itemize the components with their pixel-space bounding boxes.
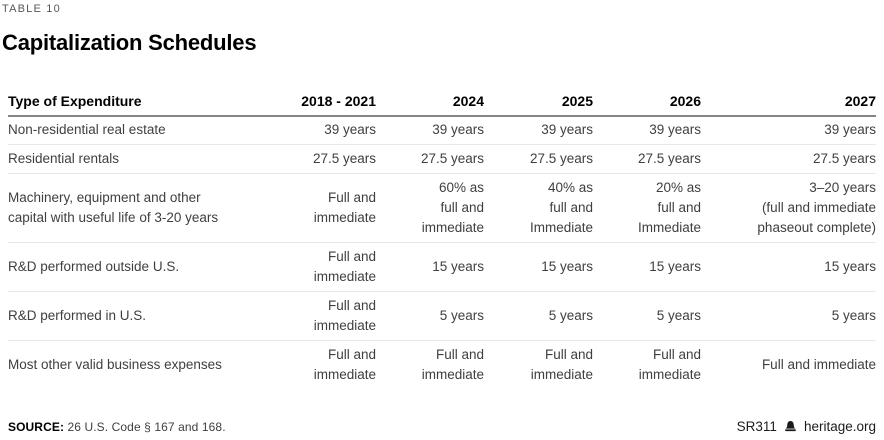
value-cell: 27.5 years bbox=[484, 144, 593, 174]
table-header: Type of Expenditure 2018 - 2021 2024 202… bbox=[8, 86, 876, 117]
report-id: SR311 bbox=[736, 419, 777, 434]
header-row: Type of Expenditure 2018 - 2021 2024 202… bbox=[8, 86, 876, 117]
branding: SR311 heritage.org bbox=[737, 419, 876, 434]
site-text: heritage.org bbox=[803, 419, 876, 434]
table-number-label: TABLE 10 bbox=[2, 3, 61, 15]
column-header-2027: 2027 bbox=[701, 86, 876, 117]
expenditure-cell: Machinery, equipment and other capital w… bbox=[8, 173, 268, 243]
value-cell: Full and immediate bbox=[638, 346, 701, 382]
expenditure-cell: R&D performed outside U.S. bbox=[8, 242, 268, 292]
value-cell: Full and immediate bbox=[313, 346, 376, 382]
source-text: 26 U.S. Code § 167 and 168. bbox=[64, 419, 226, 434]
value-cell: 39 years bbox=[484, 116, 593, 145]
source-note: SOURCE: 26 U.S. Code § 167 and 168. bbox=[8, 420, 226, 434]
value-cell: 3–20 years (full and immediate phaseout … bbox=[701, 173, 876, 243]
table-row: Machinery, equipment and other capital w… bbox=[8, 173, 876, 243]
table-row: Residential rentals 27.5 years 27.5 year… bbox=[8, 144, 876, 174]
value-cell: 15 years bbox=[376, 242, 484, 292]
value-cell: 40% as full and Immediate bbox=[484, 173, 593, 243]
value-cell: 27.5 years bbox=[593, 144, 701, 174]
expenditure-cell: R&D performed in U.S. bbox=[8, 291, 268, 341]
value-cell: Full and immediate bbox=[421, 346, 484, 382]
value-cell: Full and immediate bbox=[530, 346, 593, 382]
table-row: Non-residential real estate 39 years 39 … bbox=[8, 116, 876, 145]
value-cell: Full and immediate bbox=[268, 291, 376, 341]
value-cell: 5 years bbox=[376, 291, 484, 341]
page-title: Capitalization Schedules bbox=[2, 30, 257, 55]
capitalization-table: Type of Expenditure 2018 - 2021 2024 202… bbox=[8, 86, 876, 389]
value-cell: Full and immediate bbox=[761, 356, 876, 372]
figure-footer: SOURCE: 26 U.S. Code § 167 and 168. SR31… bbox=[8, 419, 876, 434]
value-cell: 27.5 years bbox=[701, 144, 876, 174]
value-cell: 27.5 years bbox=[376, 144, 484, 174]
value-cell: 39 years bbox=[593, 116, 701, 145]
value-cell: 60% as full and immediate bbox=[376, 173, 484, 243]
value-cell: 20% as full and Immediate bbox=[593, 173, 701, 243]
table-row: Most other valid business expenses Full … bbox=[8, 340, 876, 389]
value-cell: 39 years bbox=[268, 116, 376, 145]
value-cell: Full and immediate bbox=[268, 242, 376, 292]
expenditure-cell: Most other valid business expenses bbox=[8, 356, 222, 372]
table-row: R&D performed outside U.S. Full and imme… bbox=[8, 242, 876, 292]
source-label: SOURCE: bbox=[8, 419, 65, 434]
expenditure-cell: Residential rentals bbox=[8, 144, 268, 174]
expenditure-cell: Non-residential real estate bbox=[8, 116, 268, 145]
column-header-2018-2021: 2018 - 2021 bbox=[268, 86, 376, 117]
liberty-bell-icon bbox=[783, 419, 798, 434]
value-cell: 5 years bbox=[484, 291, 593, 341]
value-cell: Full and immediate bbox=[268, 173, 376, 243]
value-cell: 15 years bbox=[701, 242, 876, 292]
column-header-2024: 2024 bbox=[376, 86, 484, 117]
column-header-2026: 2026 bbox=[593, 86, 701, 117]
table-row: R&D performed in U.S. Full and immediate… bbox=[8, 291, 876, 341]
value-cell: 27.5 years bbox=[268, 144, 376, 174]
value-cell: 39 years bbox=[701, 116, 876, 145]
value-cell: 15 years bbox=[593, 242, 701, 292]
value-cell: 5 years bbox=[701, 291, 876, 341]
value-cell: 15 years bbox=[484, 242, 593, 292]
column-header-2025: 2025 bbox=[484, 86, 593, 117]
column-header-expenditure: Type of Expenditure bbox=[8, 86, 268, 117]
value-cell: 5 years bbox=[593, 291, 701, 341]
value-cell: 39 years bbox=[376, 116, 484, 145]
